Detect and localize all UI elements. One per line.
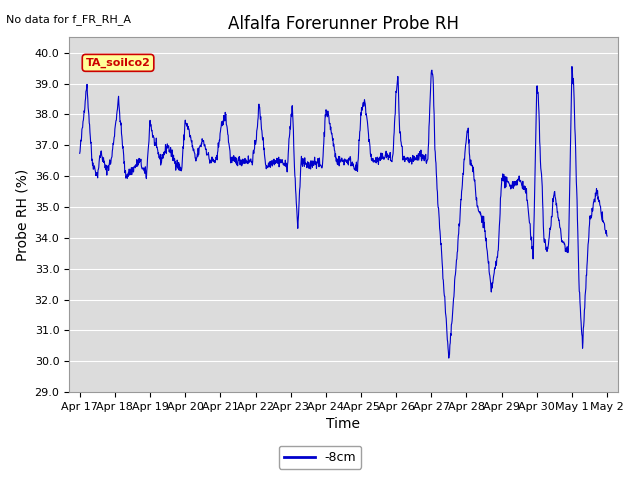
Legend: -8cm: -8cm [278, 446, 362, 469]
Text: TA_soilco2: TA_soilco2 [86, 58, 150, 68]
Text: No data for f_FR_RH_A: No data for f_FR_RH_A [6, 14, 131, 25]
Title: Alfalfa Forerunner Probe RH: Alfalfa Forerunner Probe RH [228, 15, 459, 33]
X-axis label: Time: Time [326, 418, 360, 432]
Y-axis label: Probe RH (%): Probe RH (%) [15, 168, 29, 261]
